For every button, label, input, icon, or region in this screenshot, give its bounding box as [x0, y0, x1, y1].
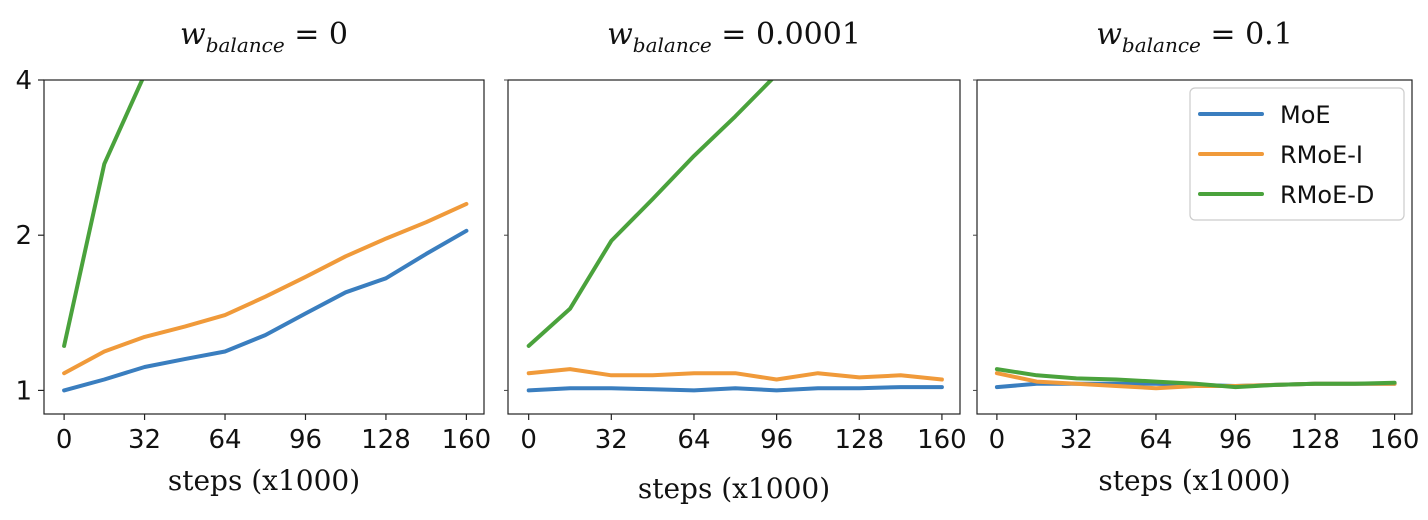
series-line-rmoe-d	[62, 80, 145, 348]
x-tick-label: 64	[677, 425, 710, 455]
title-suffix: = 0	[285, 17, 348, 52]
x-tick-label: 128	[361, 425, 411, 455]
series-group	[994, 367, 1397, 391]
x-tick-label: 64	[208, 425, 241, 455]
x-tick-label: 0	[520, 425, 537, 455]
x-tick-label: 0	[989, 425, 1006, 455]
plot-frame	[43, 79, 485, 415]
title-suffix: = 0.1	[1201, 17, 1293, 52]
x-tick-label: 96	[1219, 425, 1252, 455]
series-group	[62, 80, 469, 393]
series-group	[526, 80, 944, 393]
y-tick-label: 4	[15, 66, 32, 96]
series-line-rmoe-i	[62, 201, 469, 376]
series-line-moe	[526, 385, 944, 393]
x-tick-label: 64	[1139, 425, 1172, 455]
x-tick-label: 32	[128, 425, 161, 455]
title-prefix: w	[1096, 17, 1122, 52]
series-line-moe	[62, 228, 469, 393]
x-tick-label: 32	[1060, 425, 1093, 455]
x-axis-label: steps (x1000)	[638, 472, 830, 505]
x-axis-label: steps (x1000)	[168, 464, 360, 497]
x-tick-label: 0	[56, 425, 73, 455]
title-prefix: w	[180, 17, 206, 52]
panel-title: wbalance = 0.1	[1096, 17, 1293, 57]
x-tick-label: 160	[1370, 425, 1420, 455]
chart-panel-2: wbalance = 0.0001 0 32 64 96 128 160 steps (x10…	[504, 17, 967, 505]
x-axis-label: steps (x1000)	[1098, 464, 1290, 497]
x-tick-label: 160	[917, 425, 967, 455]
title-suffix: = 0.0001	[712, 17, 861, 52]
panel-title: wbalance = 0.0001	[607, 17, 861, 57]
panel-title: wbalance = 0	[180, 17, 348, 57]
series-line-rmoe-d	[526, 80, 774, 348]
legend-label-moe: MoE	[1280, 101, 1331, 129]
y-tick-label: 2	[15, 221, 32, 251]
series-line-rmoe-i	[526, 367, 944, 382]
title-subscript: balance	[1122, 33, 1201, 57]
y-tick-label: 1	[15, 376, 32, 406]
x-tick-label: 128	[1290, 425, 1340, 455]
x-tick-label: 128	[834, 425, 884, 455]
title-prefix: w	[607, 17, 633, 52]
legend: MoE RMoE-I RMoE-D	[1189, 87, 1405, 221]
plot-frame	[976, 79, 1413, 415]
title-subscript: balance	[206, 33, 285, 57]
chart-panel-1: wbalance = 0 0 32 64 96 128 160 1 2 4 steps (x1000…	[15, 17, 491, 497]
x-tick-label: 96	[760, 425, 793, 455]
x-tick-label: 160	[442, 425, 492, 455]
legend-box	[1189, 87, 1405, 221]
x-tick-label: 96	[289, 425, 322, 455]
x-tick-label: 32	[595, 425, 628, 455]
legend-label-rmoe-d: RMoE-D	[1280, 181, 1374, 209]
title-subscript: balance	[633, 33, 712, 57]
chart-panel-3: wbalance = 0.1 0 32 64 96 128 160 steps (x1000)…	[973, 17, 1419, 497]
plot-frame	[507, 79, 961, 415]
series-line-rmoe-d	[994, 367, 1397, 390]
legend-label-rmoe-i: RMoE-I	[1280, 141, 1363, 169]
